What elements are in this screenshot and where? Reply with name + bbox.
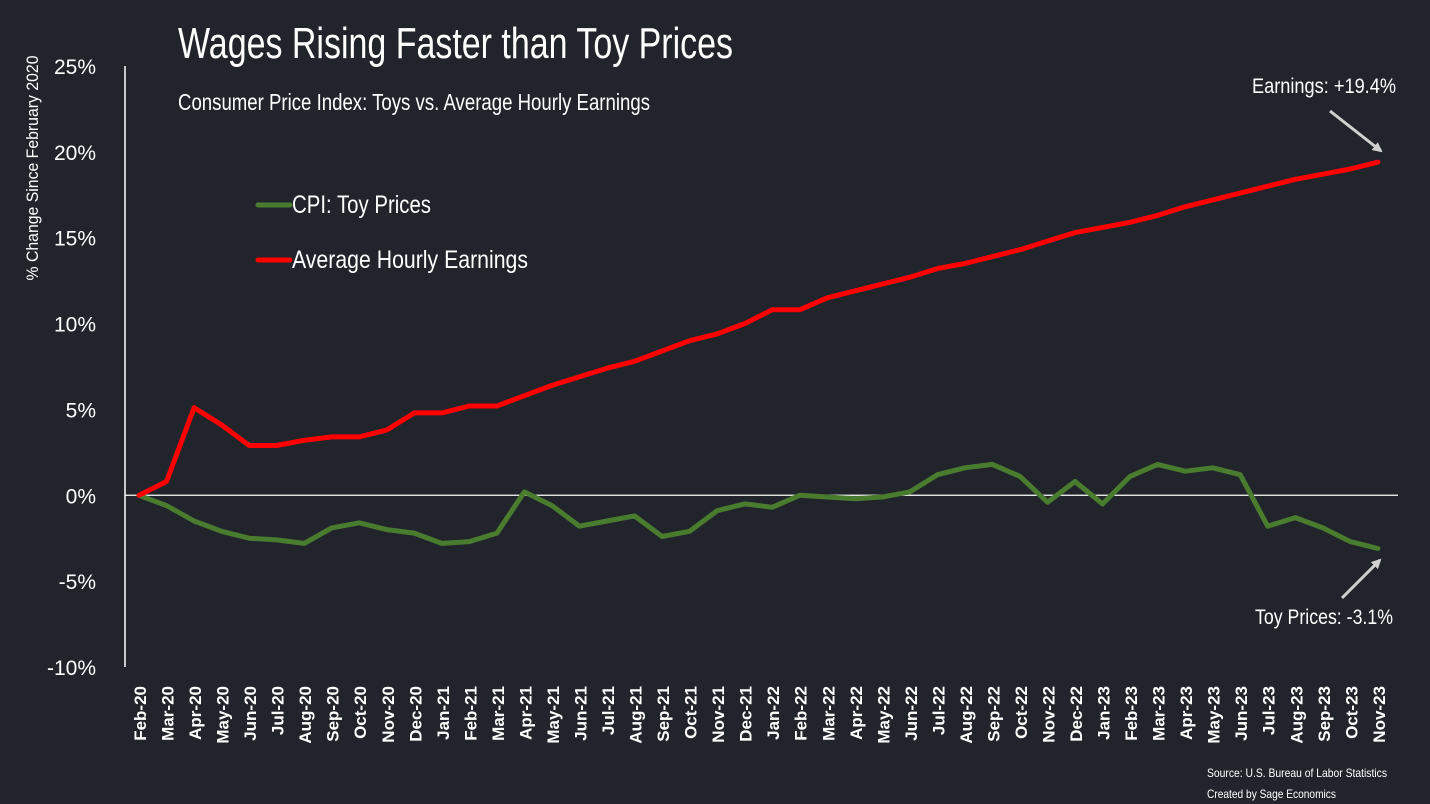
x-tick-label: May-23 <box>1205 686 1224 744</box>
x-tick-label: Sep-21 <box>654 686 673 742</box>
annotation-arrow-toy-prices <box>1340 558 1382 600</box>
x-tick-label: Jun-23 <box>1232 686 1251 741</box>
x-tick-label: Apr-20 <box>186 686 205 740</box>
x-tick-label: Nov-23 <box>1370 686 1389 743</box>
x-tick-label: Mar-23 <box>1150 686 1169 741</box>
x-tick-label: Jan-23 <box>1095 686 1114 740</box>
x-tick-label: Apr-22 <box>847 686 866 740</box>
annotation-arrow-earnings <box>1329 109 1383 153</box>
x-tick-label: Sep-20 <box>324 686 343 742</box>
x-tick-label: Feb-23 <box>1122 686 1141 741</box>
x-tick-label: Aug-23 <box>1287 686 1306 744</box>
x-tick-label: Jun-21 <box>571 686 590 741</box>
chart-subtitle: Consumer Price Index: Toys vs. Average H… <box>178 89 650 115</box>
x-tick-label: Oct-20 <box>351 686 370 739</box>
annotation-toy-prices: Toy Prices: -3.1% <box>1255 606 1393 629</box>
x-tick-label: Jul-21 <box>599 686 618 735</box>
x-tick-label: May-20 <box>214 686 233 744</box>
x-tick-label: Jul-22 <box>929 686 948 735</box>
x-tick-label: Jul-23 <box>1260 686 1279 735</box>
x-tick-label: Jan-21 <box>434 686 453 740</box>
x-tick-label: Jul-20 <box>269 686 288 735</box>
annotations: Earnings: +19.4% Toy Prices: -3.1% <box>1252 75 1396 629</box>
y-tick-label: 15% <box>54 228 96 251</box>
x-axis-ticks: Feb-20 Mar-20 Apr-20 May-20 Jun-20 Jul-20 Aug-… <box>131 686 1389 744</box>
annotation-earnings: Earnings: +19.4% <box>1252 75 1396 98</box>
x-tick-label: Dec-21 <box>737 686 756 742</box>
x-tick-label: Aug-21 <box>627 686 646 744</box>
x-tick-label: Apr-23 <box>1177 686 1196 740</box>
x-tick-label: Apr-21 <box>516 686 535 740</box>
y-axis-ticks: 25% 20% 15% 10% 5% 0% -5% -10% <box>47 56 96 680</box>
series-line-cpi-toy-prices <box>136 461 1381 551</box>
x-tick-label: Dec-20 <box>406 686 425 742</box>
x-tick-label: Nov-21 <box>709 686 728 743</box>
y-tick-label: 25% <box>54 56 96 79</box>
series-line-average-hourly-earnings <box>136 159 1381 498</box>
x-tick-label: Jan-22 <box>764 686 783 740</box>
x-tick-label: Nov-20 <box>379 686 398 743</box>
legend-label-average-hourly-earnings: Average Hourly Earnings <box>292 246 528 274</box>
credit-note: Created by Sage Economics <box>1207 787 1336 801</box>
x-tick-label: Jun-22 <box>902 686 921 741</box>
chart-title: Wages Rising Faster than Toy Prices <box>178 19 733 68</box>
y-tick-label: 10% <box>54 314 96 337</box>
x-tick-label: May-22 <box>874 686 893 744</box>
legend-label-cpi-toy-prices: CPI: Toy Prices <box>292 191 431 219</box>
y-tick-label: 5% <box>66 399 96 422</box>
x-tick-label: Feb-20 <box>131 686 150 741</box>
legend: CPI: Toy Prices Average Hourly Earnings <box>255 191 528 274</box>
y-axis-label: % Change Since February 2020 <box>23 56 42 281</box>
x-tick-label: Oct-22 <box>1012 686 1031 739</box>
x-tick-label: Feb-22 <box>792 686 811 741</box>
x-tick-label: Mar-22 <box>819 686 838 741</box>
y-tick-label: 20% <box>54 142 96 165</box>
x-tick-label: Dec-22 <box>1067 686 1086 742</box>
y-tick-label: -10% <box>47 657 96 680</box>
x-tick-label: Jun-20 <box>241 686 260 741</box>
y-tick-label: -5% <box>59 571 96 594</box>
x-tick-label: Oct-21 <box>682 686 701 739</box>
x-tick-label: Feb-21 <box>461 686 480 741</box>
x-tick-label: Sep-23 <box>1315 686 1334 742</box>
x-tick-label: Mar-21 <box>489 686 508 741</box>
x-tick-label: Mar-20 <box>159 686 178 741</box>
y-tick-label: 0% <box>66 485 96 508</box>
x-tick-label: Aug-22 <box>957 686 976 744</box>
x-tick-label: Sep-22 <box>984 686 1003 742</box>
source-note: Source: U.S. Bureau of Labor Statistics <box>1207 766 1387 780</box>
x-tick-label: Oct-23 <box>1342 686 1361 739</box>
x-tick-label: May-21 <box>544 686 563 744</box>
x-tick-label: Aug-20 <box>296 686 315 744</box>
x-tick-label: Nov-22 <box>1039 686 1058 743</box>
